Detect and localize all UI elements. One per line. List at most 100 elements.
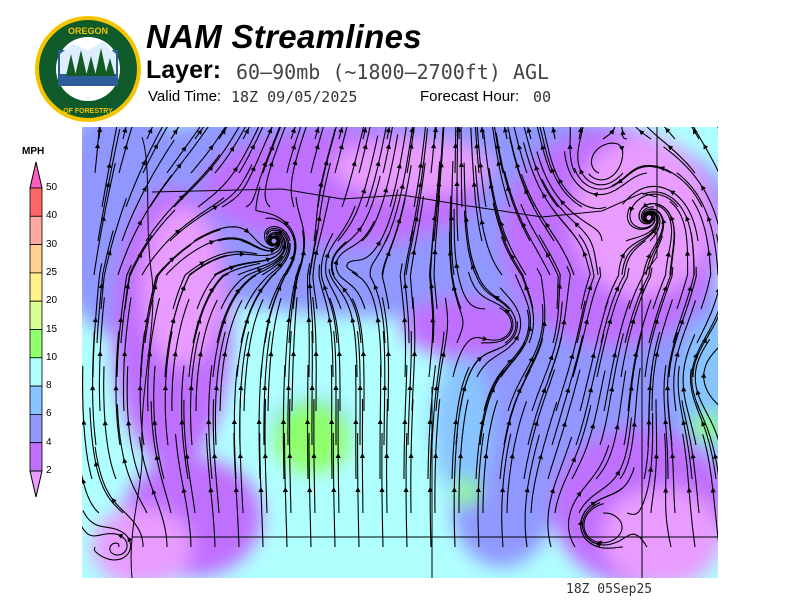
streamline-arrowhead — [172, 128, 178, 135]
streamline-arrowhead — [357, 385, 363, 391]
forecast-hour-value: 00 — [533, 88, 552, 106]
streamline-arrowhead — [479, 219, 485, 225]
legend-tick: 10 — [46, 351, 58, 363]
streamline-arrowhead — [281, 243, 288, 249]
streamline-arrowhead — [432, 249, 438, 255]
streamline-arrowhead — [286, 317, 292, 323]
streamline-arrowhead — [333, 385, 339, 391]
streamline-arrowhead — [619, 252, 625, 259]
streamline-arrowhead — [684, 250, 691, 256]
streamline-arrowhead — [403, 487, 409, 493]
legend-tick: 20 — [46, 295, 58, 307]
streamline-arrowhead — [361, 187, 367, 194]
streamline-arrowhead — [176, 163, 182, 169]
streamline-arrowhead — [567, 143, 573, 149]
streamline-arrowhead — [692, 128, 698, 135]
streamline-arrowhead — [106, 162, 112, 169]
streamline-arrowhead — [690, 453, 696, 459]
streamline-arrowhead — [440, 351, 446, 357]
streamline-arrowhead — [496, 160, 502, 166]
streamline-arrowhead — [687, 285, 693, 292]
legend-tick: 15 — [46, 323, 58, 335]
streamline-arrowhead — [614, 423, 620, 430]
streamline-arrowhead — [482, 335, 488, 342]
streamline-arrowhead — [396, 163, 402, 169]
streamline-arrowhead — [458, 162, 464, 168]
legend-over-triangle — [29, 161, 43, 189]
streamline-arrowhead — [385, 143, 391, 150]
streamline-arrowhead — [541, 387, 547, 394]
streamline-arrowhead — [665, 251, 671, 257]
legend-tick: 4 — [46, 436, 52, 448]
streamline-arrowhead — [196, 318, 202, 324]
streamline-arrowhead — [692, 353, 698, 359]
streamline-arrowhead — [375, 240, 381, 247]
streamline-arrowhead — [188, 385, 194, 391]
streamline-arrowhead — [402, 317, 408, 323]
streamline-arrowhead — [268, 161, 274, 167]
streamline-arrowhead — [679, 318, 685, 325]
streamline-arrowhead — [336, 351, 342, 357]
streamline-arrowhead — [430, 317, 436, 323]
streamline-arrowhead — [213, 385, 219, 391]
streamline-arrowhead — [333, 259, 339, 266]
streamline-arrowhead — [206, 419, 212, 425]
streamline-arrowhead — [614, 285, 620, 292]
streamline-arrowhead — [209, 240, 215, 246]
streamline-arrowhead — [154, 454, 160, 461]
streamline-arrowhead — [528, 356, 534, 363]
streamline-arrowhead — [290, 351, 296, 357]
streamline-arrowhead — [141, 186, 147, 192]
streamline-arrowhead — [551, 127, 557, 133]
streamline-arrowhead — [375, 317, 381, 323]
streamline-arrowhead — [433, 385, 439, 391]
streamline-arrowhead — [256, 419, 262, 425]
streamline-arrowhead — [411, 351, 418, 357]
streamline-arrowhead — [701, 185, 706, 191]
legend-under-triangle — [29, 470, 43, 498]
streamline-arrowhead — [314, 143, 320, 150]
streamline-arrowhead — [408, 143, 414, 149]
streamline-arrowhead — [323, 284, 328, 291]
streamline-arrowhead — [504, 308, 511, 315]
streamline-arrowhead — [233, 487, 239, 493]
streamline-arrowhead — [147, 351, 153, 357]
streamline-arrowhead — [290, 144, 296, 150]
color-legend — [29, 161, 43, 498]
streamline-arrowhead — [403, 283, 409, 289]
streamline-arrowhead — [565, 387, 571, 393]
streamline-arrowhead — [307, 283, 313, 289]
streamline-arrowhead — [335, 453, 341, 459]
legend-tick: 6 — [46, 408, 52, 420]
streamline-arrowhead — [454, 262, 460, 269]
streamline-arrowhead — [304, 419, 311, 425]
streamline-arrowhead — [620, 129, 626, 136]
streamline-arrowhead — [306, 317, 312, 323]
streamline-arrowhead — [229, 146, 235, 152]
streamline-arrowhead — [311, 453, 317, 459]
streamline — [696, 233, 718, 344]
streamline-arrowhead — [385, 127, 391, 133]
streamline-arrowhead — [509, 453, 515, 459]
streamline-arrowhead — [577, 520, 584, 526]
streamline-arrowhead — [384, 453, 390, 459]
streamline-arrowhead — [638, 130, 645, 136]
streamline-arrowhead — [105, 181, 111, 188]
streamline-arrowhead — [126, 420, 132, 426]
streamline-arrowhead — [407, 385, 413, 391]
streamline-arrowhead — [513, 334, 519, 341]
streamline-arrowhead — [208, 487, 214, 493]
streamline-arrowhead — [638, 285, 644, 292]
streamline-arrowhead — [127, 536, 133, 543]
streamline-arrowhead — [92, 317, 98, 323]
streamline-arrowhead — [106, 249, 112, 256]
streamline-arrowhead — [506, 419, 512, 426]
legend-swatch — [29, 413, 43, 444]
streamline-arrowhead — [170, 317, 176, 324]
streamline-arrowhead — [475, 487, 481, 493]
streamline-arrowhead — [231, 419, 237, 425]
streamlines — [82, 127, 718, 561]
legend-swatch — [29, 357, 43, 387]
streamline-arrowhead — [93, 461, 99, 467]
legend-tick: 40 — [46, 210, 58, 222]
